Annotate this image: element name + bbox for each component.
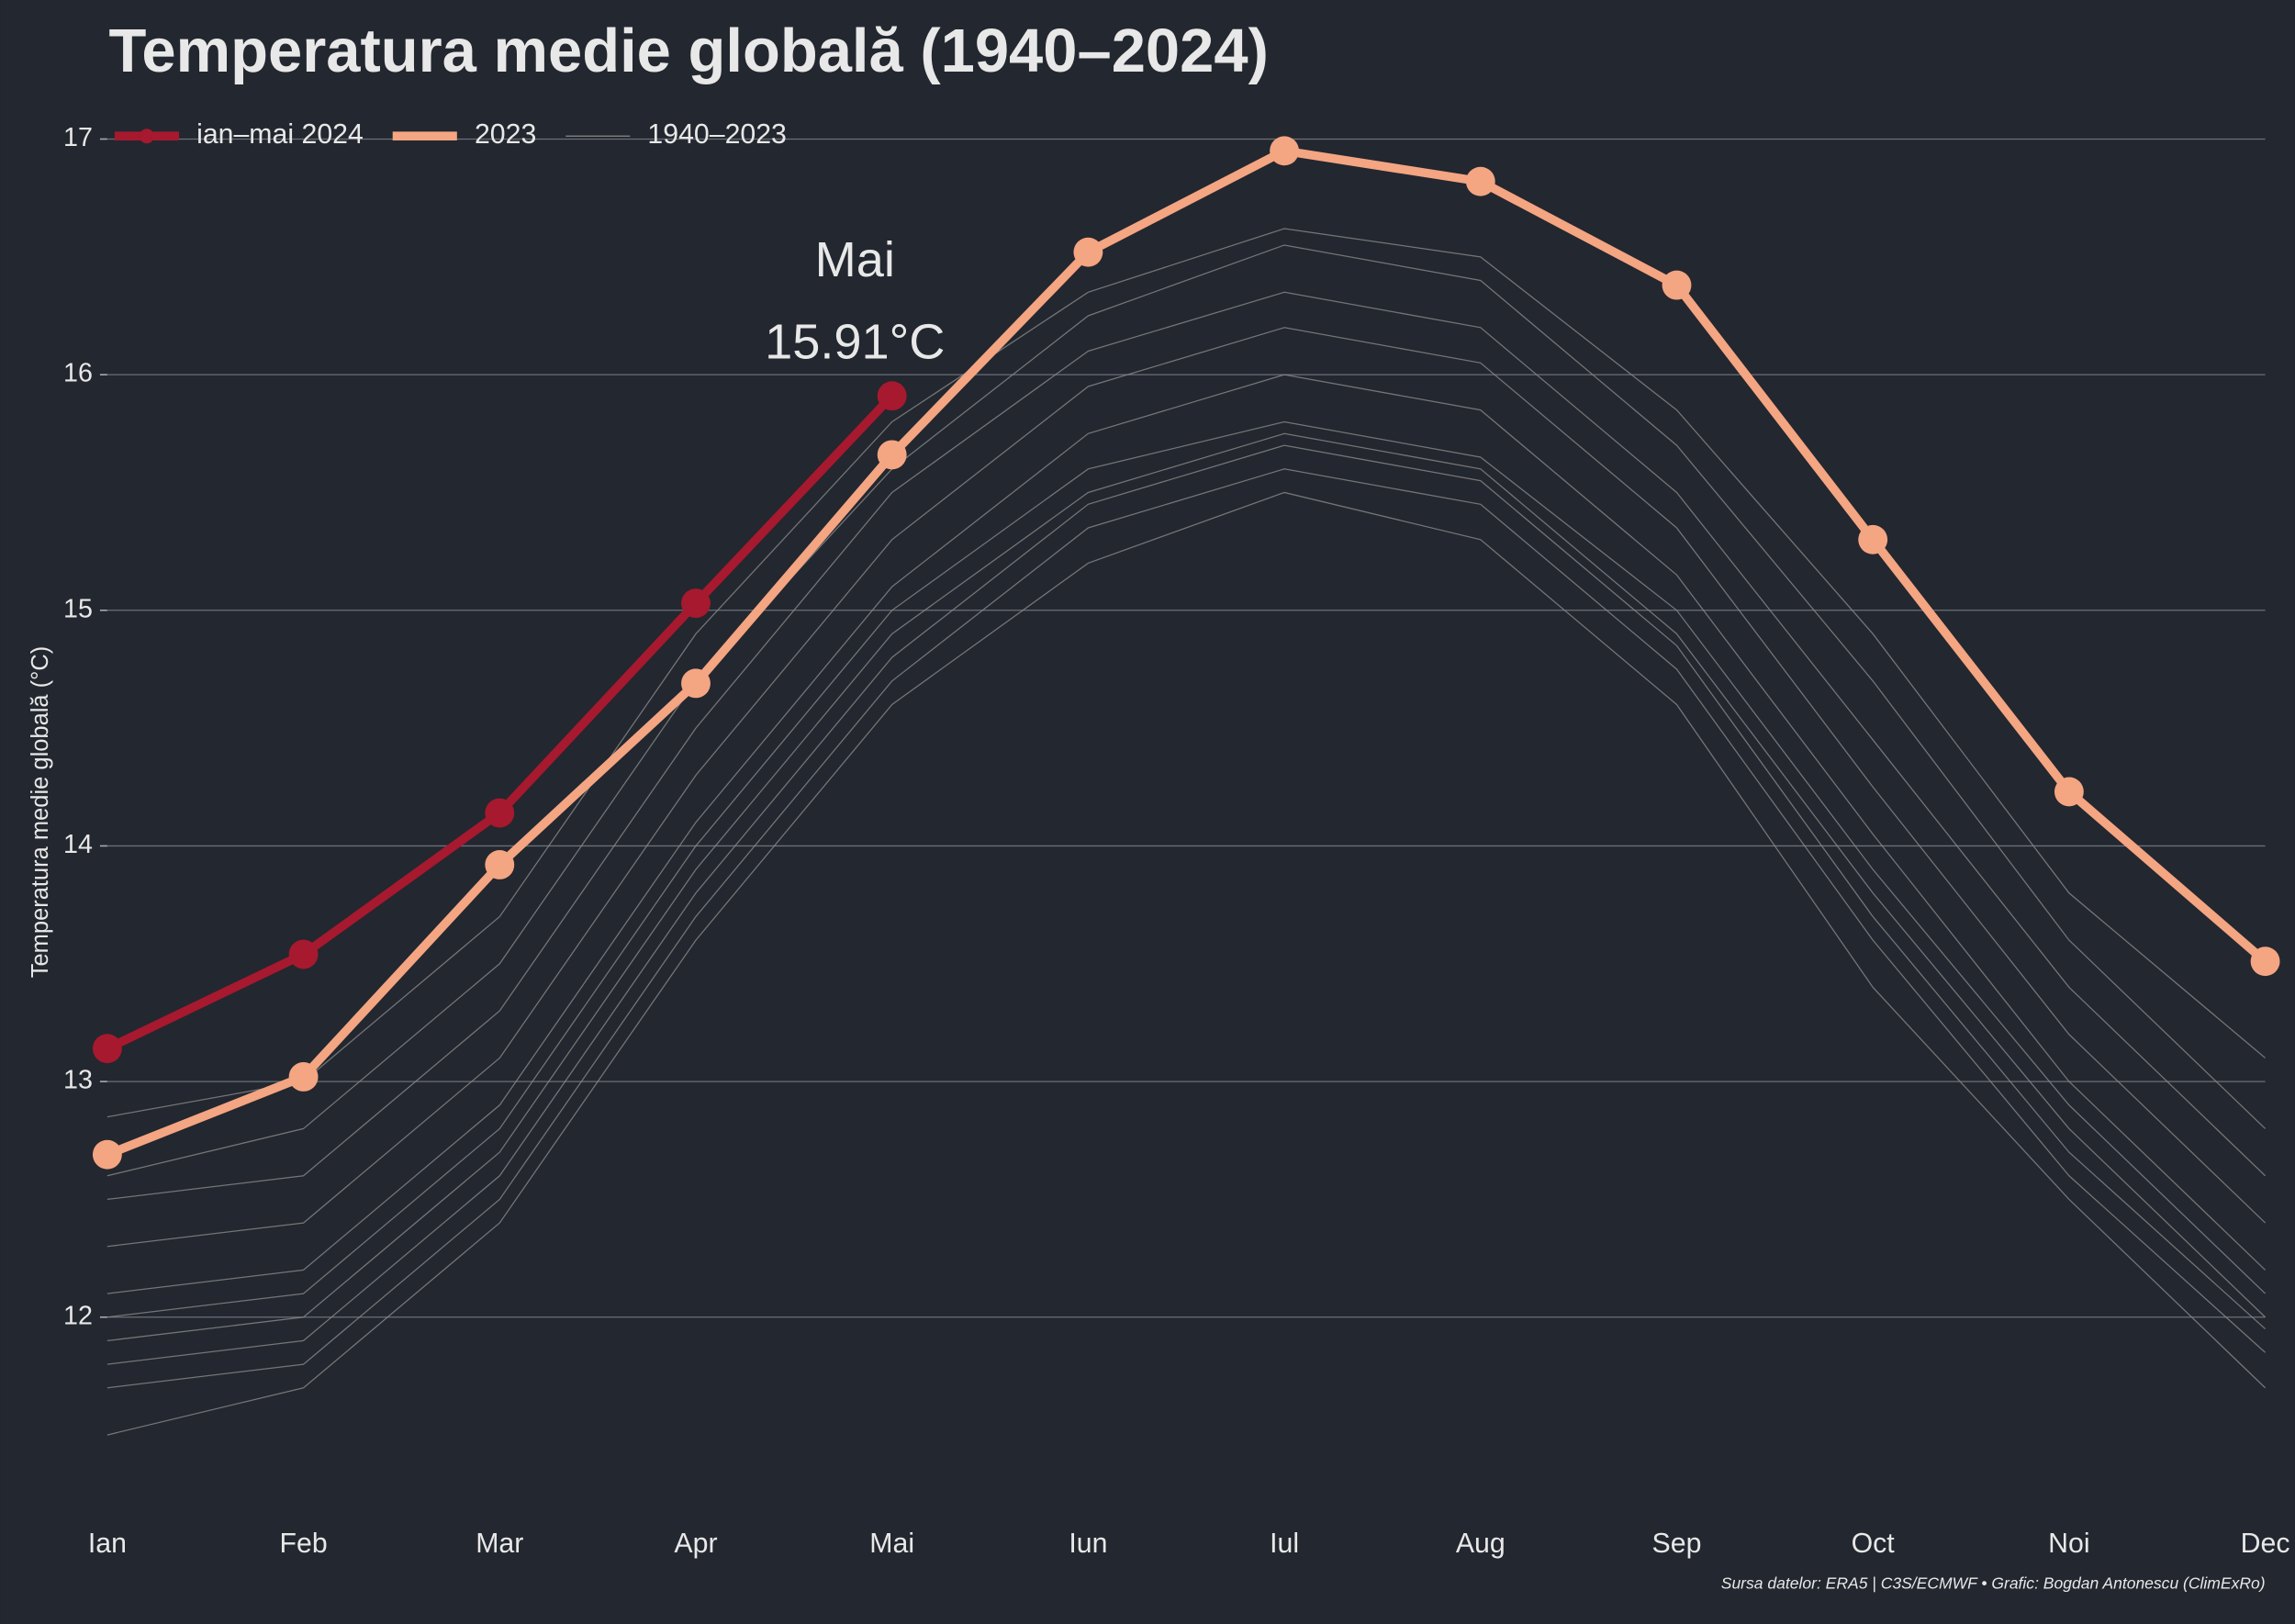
x-tick-label: Iul: [1270, 1529, 1299, 1559]
history-line: [106, 327, 2267, 1248]
annotation-label: 15.91°C: [765, 314, 945, 369]
point: [2250, 946, 2280, 977]
y-tick-label: 16: [63, 359, 93, 388]
x-tick-label: Mai: [869, 1529, 914, 1559]
history-line: [106, 491, 2267, 1436]
history-line: [106, 444, 2267, 1365]
x-tick-label: Mar: [476, 1529, 523, 1559]
history-line: [106, 244, 2267, 1177]
x-tick-label: Noi: [2048, 1529, 2089, 1559]
point: [877, 440, 907, 470]
legend-dot: [139, 129, 154, 144]
history-line: [106, 228, 2266, 1118]
point: [681, 668, 711, 699]
x-tick-label: Ian: [88, 1529, 127, 1559]
x-tick-label: Sep: [1652, 1529, 1702, 1559]
series-line: [106, 146, 2268, 1159]
x-tick-label: Apr: [674, 1529, 717, 1559]
legend-label: ian–mai 2024: [196, 119, 364, 150]
point: [485, 850, 515, 879]
y-tick-label: 14: [63, 830, 93, 859]
x-tick-label: Iun: [1069, 1529, 1107, 1559]
y-tick-label: 12: [63, 1301, 93, 1330]
point: [485, 798, 515, 828]
chart-title: Temperatura medie globală (1940–2024): [108, 17, 1268, 85]
point: [1270, 136, 1300, 166]
point: [1858, 524, 1888, 554]
point: [1073, 237, 1103, 267]
annotation-title: Mai: [815, 232, 895, 287]
legend-label: 2023: [475, 119, 536, 150]
point: [288, 939, 319, 969]
x-tick-label: Dec: [2241, 1529, 2290, 1559]
y-axis-label: Temperatura medie globală (°C): [28, 646, 53, 978]
history-line: [106, 374, 2267, 1294]
legend-label: 1940–2023: [647, 119, 787, 150]
history-line: [106, 468, 2267, 1389]
point: [1662, 270, 1692, 300]
point: [877, 381, 907, 411]
point: [92, 1034, 122, 1064]
x-tick-label: Feb: [280, 1529, 328, 1559]
history-line: [106, 420, 2267, 1318]
y-tick-label: 15: [63, 594, 93, 623]
x-tick-label: Aug: [1456, 1529, 1506, 1559]
y-tick-label: 13: [63, 1066, 93, 1095]
history-line: [106, 291, 2267, 1201]
history-line: [106, 432, 2267, 1342]
point: [92, 1139, 122, 1170]
point: [681, 588, 711, 619]
point: [2054, 777, 2084, 807]
source: Sursa datelor: ERA5 | C3S/ECMWF • Grafic…: [1721, 1574, 2266, 1593]
y-tick-label: 17: [63, 123, 93, 152]
x-tick-label: Oct: [1852, 1529, 1896, 1559]
point: [288, 1062, 319, 1092]
point: [1465, 166, 1495, 196]
